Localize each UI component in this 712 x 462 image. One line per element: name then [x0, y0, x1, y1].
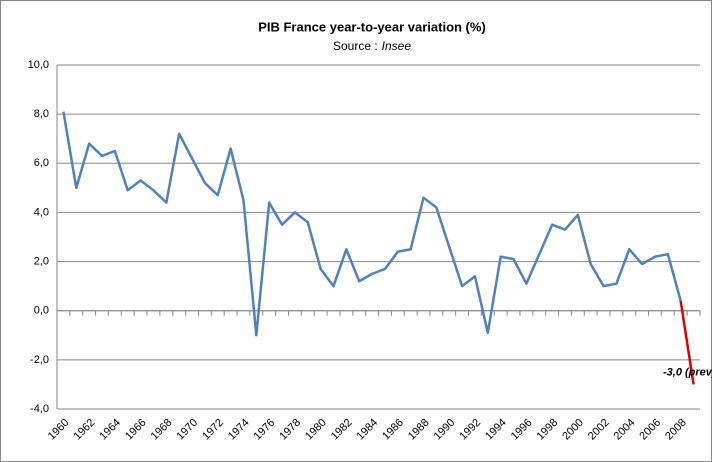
y-tick-label: -4,0: [30, 403, 49, 415]
y-tick-label: 8,0: [34, 108, 49, 120]
subtitle-prefix: Source :: [333, 39, 378, 53]
data-label: -3,0 (prev): [663, 366, 712, 378]
forecast-segment: [679, 300, 695, 385]
chart-title: PIB France year-to-year variation (%): [258, 19, 486, 34]
y-tick-label: 10,0: [28, 59, 49, 71]
line-series: [62, 111, 682, 337]
subtitle-source: Insee: [382, 39, 412, 53]
y-tick-label: 6,0: [34, 157, 49, 169]
y-tick-label: 2,0: [34, 255, 49, 267]
y-tick-label: -2,0: [30, 354, 49, 366]
chart-subtitle: Source : Insee: [333, 39, 411, 53]
y-tick-label: 0,0: [34, 305, 49, 317]
y-tick-label: 4,0: [34, 206, 49, 218]
